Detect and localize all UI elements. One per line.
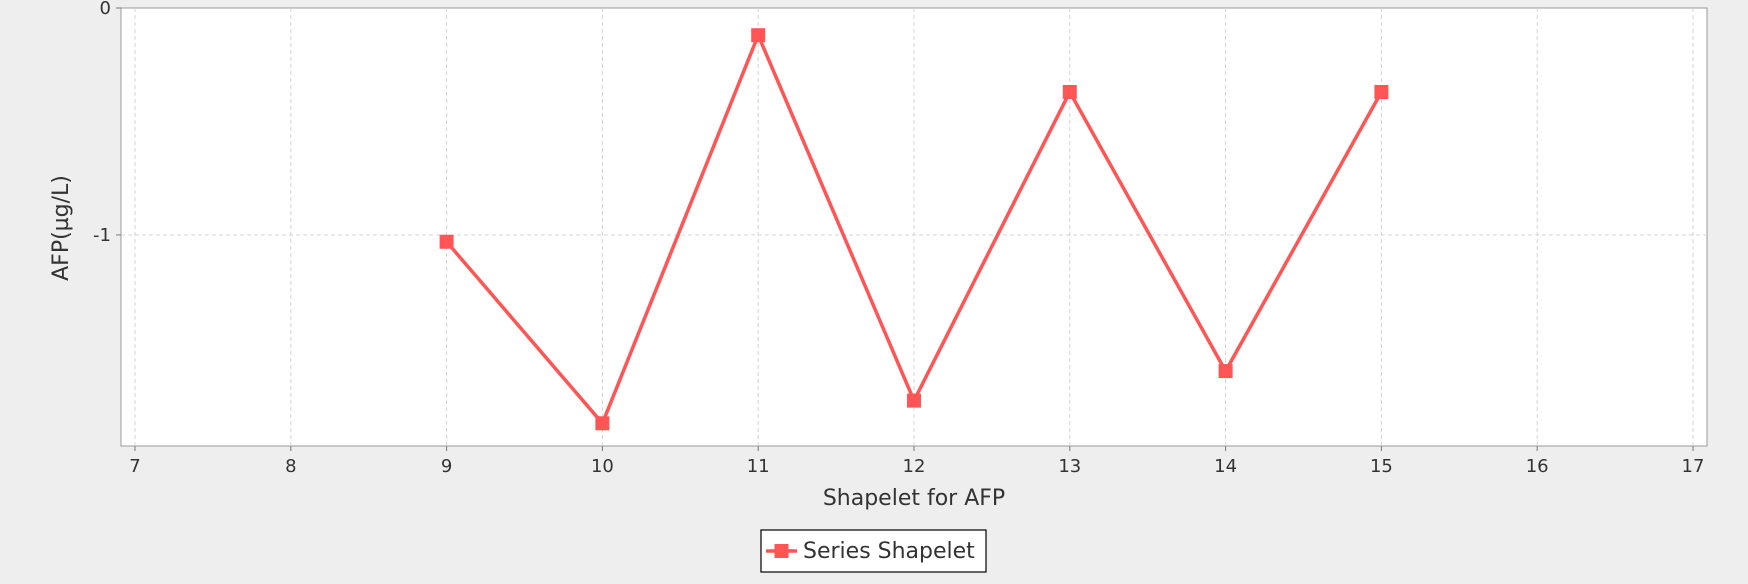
x-tick-label: 16: [1526, 456, 1549, 477]
data-point-marker: [1374, 84, 1389, 99]
legend: Series Shapelet: [760, 529, 987, 573]
data-point-marker: [1062, 84, 1077, 99]
x-tick-label: 14: [1214, 456, 1237, 477]
legend-box: [760, 529, 987, 573]
data-point-marker: [1218, 364, 1233, 379]
legend-marker-swatch: [774, 544, 789, 558]
series-layer: [439, 28, 1389, 431]
x-tick-label: 17: [1682, 456, 1705, 477]
x-tick-label: 12: [903, 456, 926, 477]
data-point-marker: [907, 393, 921, 408]
legend-label: Series Shapelet: [803, 539, 975, 564]
axes: 7 8 9 10 11 12 13 14 15 16 17 0 -1: [93, 0, 1704, 477]
grid-lines: [121, 8, 1707, 446]
x-tick-label: 11: [747, 456, 770, 477]
x-tick-label: 15: [1370, 456, 1393, 477]
y-tick-label: 0: [100, 0, 111, 19]
x-tick-label: 9: [441, 456, 452, 477]
data-point-marker: [439, 234, 454, 249]
x-tick-label: 13: [1058, 456, 1081, 477]
x-tick-label: 8: [285, 456, 296, 477]
x-tick-label: 10: [591, 456, 614, 477]
data-point-marker: [595, 416, 610, 431]
x-tick-label: 7: [129, 456, 140, 477]
x-axis-label: Shapelet for AFP: [823, 486, 1005, 511]
y-tick-label: -1: [93, 225, 111, 246]
data-point-marker: [751, 28, 766, 43]
y-axis-label: AFP(µg/L): [49, 175, 74, 281]
